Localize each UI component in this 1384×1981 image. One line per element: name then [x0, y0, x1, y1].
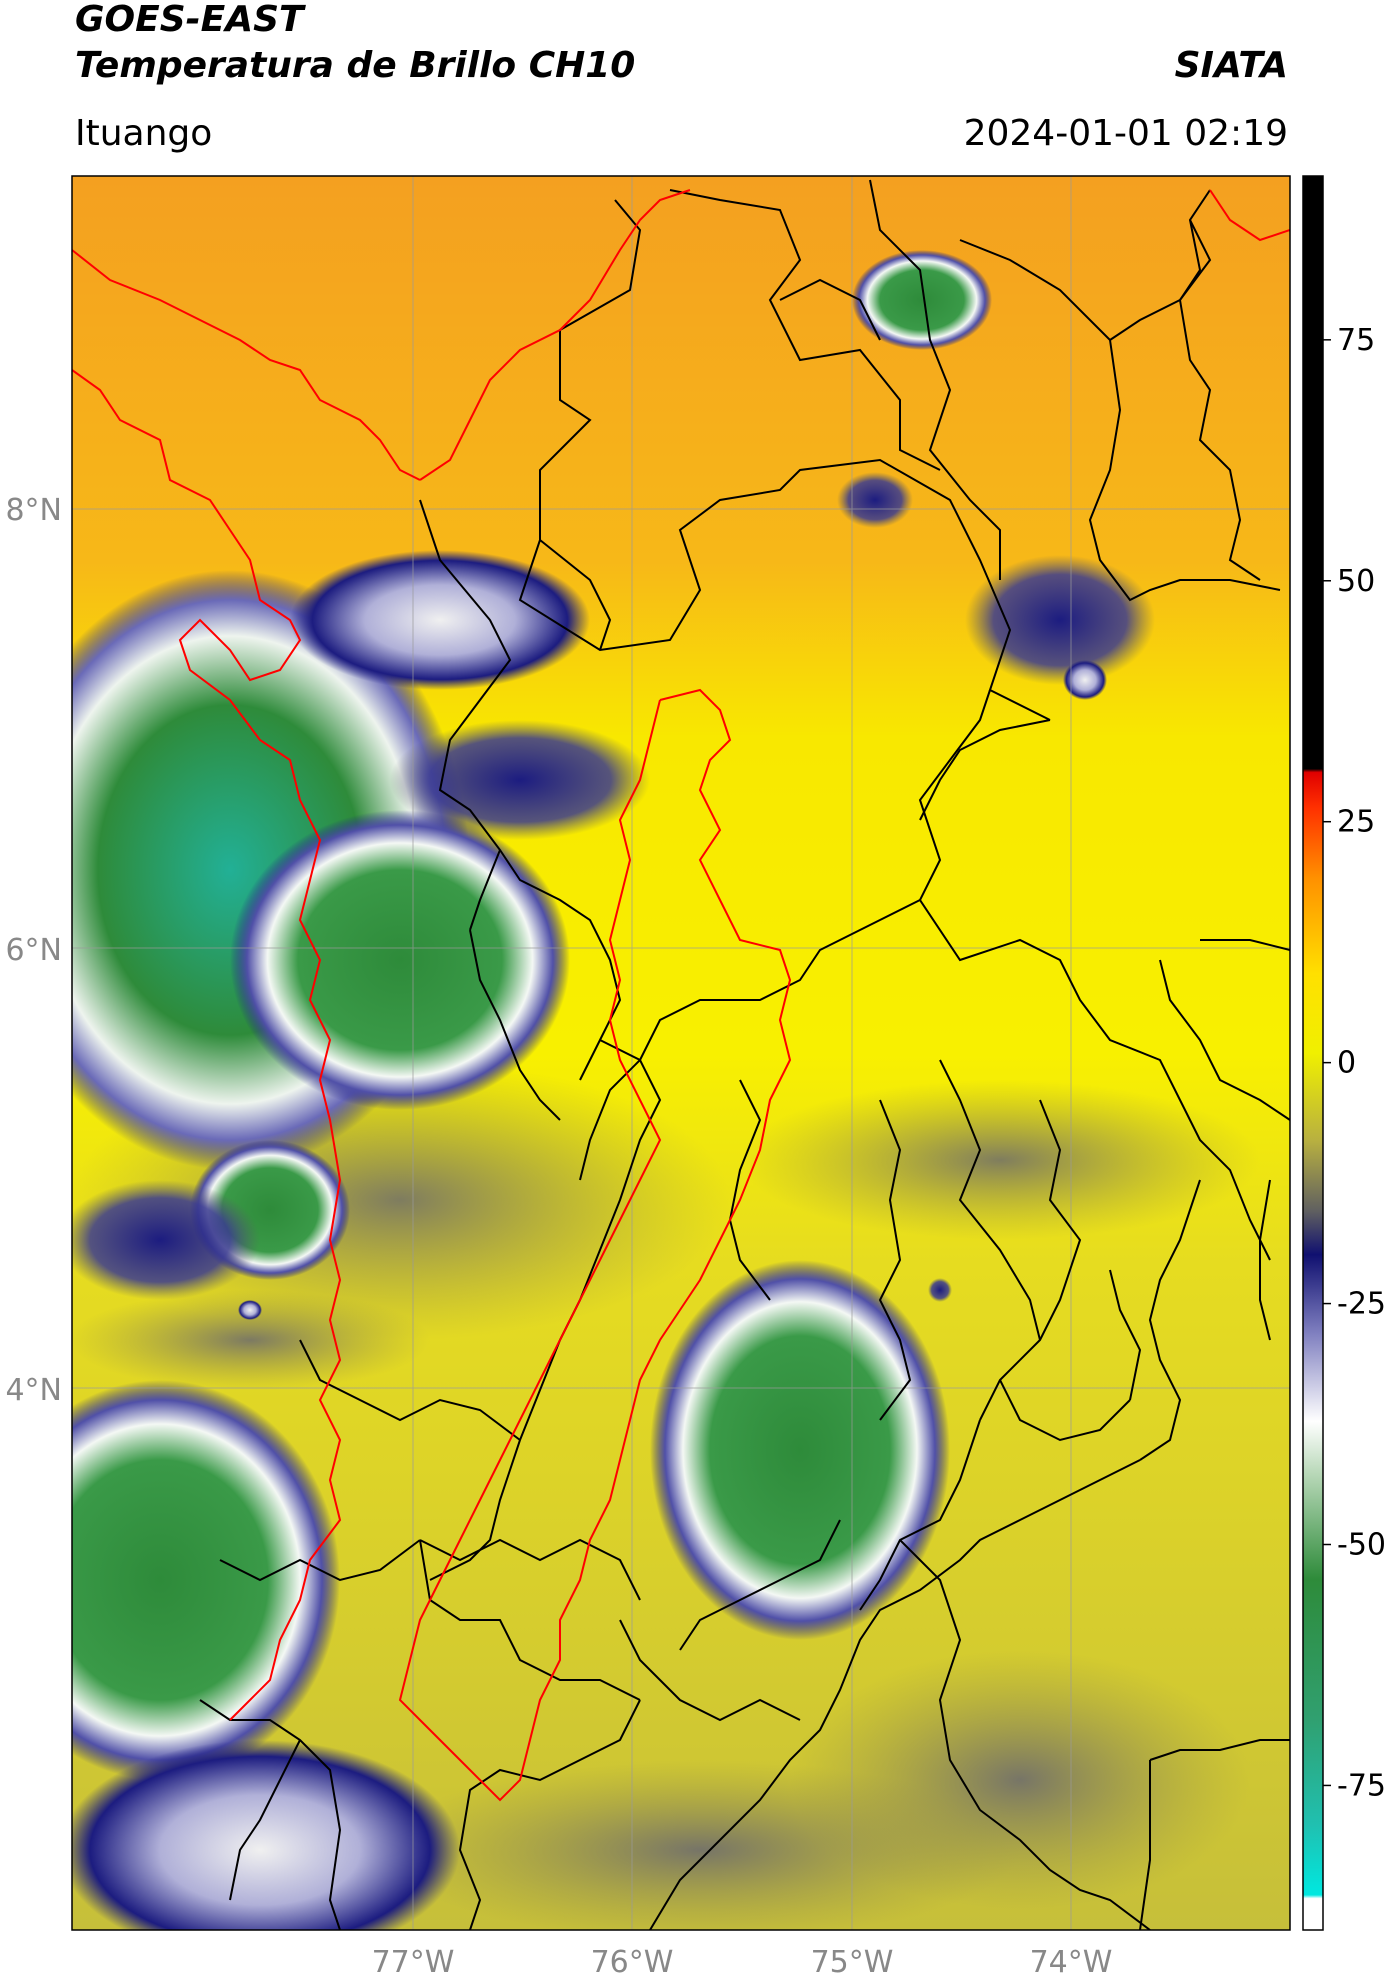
lon-label-74w: 74°W — [1030, 1945, 1113, 1980]
lat-label-6n: 6°N — [5, 933, 62, 968]
lon-label-76w: 76°W — [591, 1945, 674, 1980]
colorbar-tick-label: -75 — [1337, 1768, 1384, 1803]
colorbar-tick-label: 50 — [1337, 564, 1375, 599]
temperature-colorbar: 75 50 25 0 -25 -50 -75 — [1302, 175, 1384, 1931]
colorbar-tick-label: 75 — [1337, 323, 1375, 358]
lat-label-4n: 4°N — [5, 1373, 62, 1408]
colorbar-tick-label: 0 — [1337, 1046, 1356, 1081]
map-frame — [71, 175, 1291, 1931]
map-gridlines — [72, 176, 1290, 1930]
colorbar-gradient — [1302, 175, 1324, 1931]
colorbar-tick-label: -50 — [1337, 1528, 1384, 1563]
lon-label-75w: 75°W — [811, 1945, 894, 1980]
datetime-label: 2024-01-01 02:19 — [963, 113, 1288, 154]
satellite-title: GOES-EAST — [75, 0, 304, 40]
department-borders — [199, 179, 1290, 1930]
colorbar-tick-label: -25 — [1337, 1287, 1384, 1322]
coastline-borders — [72, 189, 1290, 1802]
product-title: Temperatura de Brillo CH10 — [75, 45, 636, 86]
colorbar-tick-label: 25 — [1337, 805, 1375, 840]
lon-label-77w: 77°W — [372, 1945, 455, 1980]
brightness-temperature-field — [72, 176, 1290, 1930]
location-label: Ituango — [75, 113, 213, 154]
organization-label: SIATA — [1174, 45, 1288, 86]
lat-label-8n: 8°N — [5, 493, 62, 528]
